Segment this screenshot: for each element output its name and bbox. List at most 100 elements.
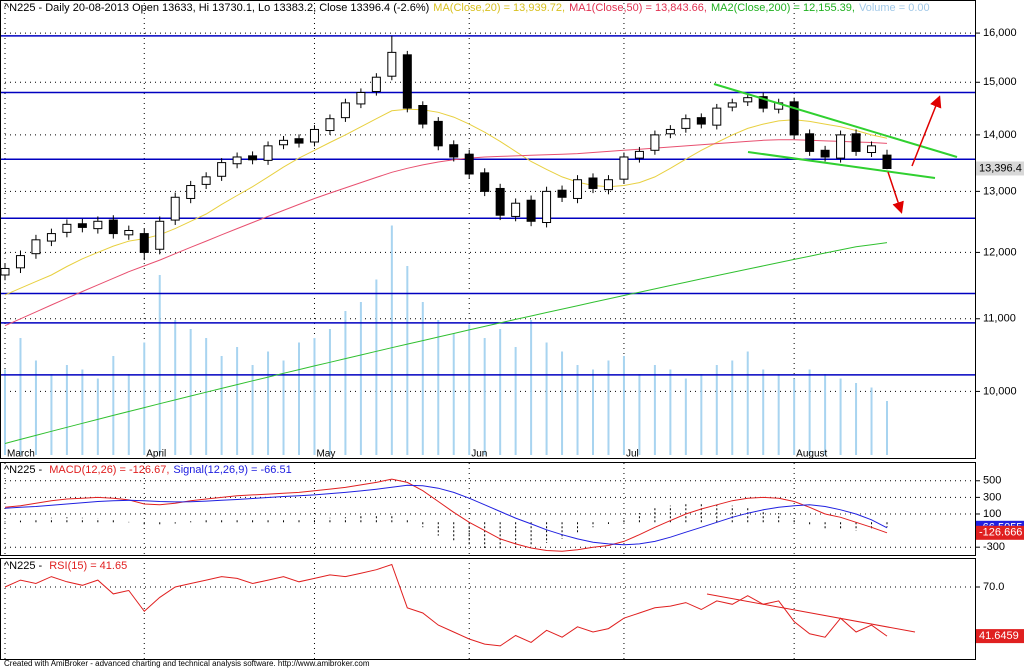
volume-bar <box>236 347 239 455</box>
volume-bar <box>452 333 455 455</box>
y-tick-label: 12,000 <box>983 246 1017 258</box>
title-part: RSI(15) = 41.65 <box>49 560 127 572</box>
y-tick-label: 14,000 <box>983 129 1017 141</box>
candle-body <box>789 101 799 136</box>
candle-body <box>402 54 412 109</box>
value-box <box>976 525 1024 540</box>
candle-body <box>619 156 629 180</box>
title-part: Volume = 0.00 <box>859 2 930 14</box>
volume-bar <box>561 351 564 455</box>
main-pane-border <box>0 0 976 459</box>
value-box-label: -126.666 <box>979 527 1022 539</box>
y-tick-label: 16,000 <box>983 27 1017 39</box>
volume-bar <box>143 342 146 455</box>
candle-body <box>0 267 10 276</box>
volume-bar <box>576 365 579 455</box>
value-box <box>976 629 1024 644</box>
candle-body <box>263 145 273 161</box>
candle-body <box>15 255 25 269</box>
title-part: MA1(Close,50) = 13,843.66, <box>569 2 707 14</box>
y-tick-label: 70.0 <box>983 581 1004 593</box>
candle-body <box>294 138 304 144</box>
volume-bar <box>390 225 393 455</box>
candle-body <box>371 76 381 92</box>
title-part: ^N225 - <box>4 464 45 476</box>
volume-bar <box>870 387 873 455</box>
candle-body <box>511 202 521 217</box>
x-tick-label: April <box>146 449 166 460</box>
candle-body <box>882 154 892 169</box>
volume-bar <box>684 378 687 455</box>
line-series <box>4 478 888 552</box>
x-tick-label: Jun <box>471 449 487 460</box>
volume-bar <box>437 320 440 455</box>
candle-body <box>805 133 815 152</box>
candle-body <box>232 156 242 165</box>
volume-bar <box>653 365 656 455</box>
candle-body <box>542 190 552 224</box>
volume-bar <box>19 338 22 455</box>
candle-body <box>433 120 443 147</box>
candle-body <box>867 145 877 154</box>
candle-body <box>495 187 505 216</box>
volume-bar <box>282 360 285 455</box>
candle-body <box>449 144 459 158</box>
candle-body <box>650 134 660 151</box>
candle-body <box>696 117 706 125</box>
volume-bar <box>267 351 270 455</box>
candle-body <box>480 172 490 192</box>
volume-bar <box>793 378 796 455</box>
volume-bar <box>746 351 749 455</box>
candle-body <box>356 92 366 105</box>
volume-bar <box>483 338 486 455</box>
candle-body <box>201 176 211 185</box>
y-tick-label: 500 <box>983 475 1001 487</box>
volume-bar <box>112 356 115 455</box>
volume-bar <box>50 374 53 455</box>
volume-bar <box>313 338 316 455</box>
candle-body <box>681 118 691 129</box>
candle-body <box>665 128 675 135</box>
volume-bar <box>81 369 84 455</box>
last-value-box <box>976 161 1024 176</box>
volume-bar <box>622 356 625 455</box>
candle-body <box>279 139 289 146</box>
arrow-down <box>887 171 904 214</box>
candle-body <box>712 107 722 126</box>
candle-body <box>248 155 258 161</box>
candle-body <box>557 189 567 198</box>
line-series <box>4 139 888 327</box>
candle-body <box>31 239 41 255</box>
volume-bar <box>375 279 378 455</box>
footer: Created with AmiBroker - advanced charti… <box>4 659 370 668</box>
x-tick-label: Jul <box>626 449 639 460</box>
volume-bar <box>298 342 300 455</box>
y-tick-label: 15,000 <box>983 76 1017 88</box>
y-tick-label: 11,000 <box>983 313 1016 325</box>
volume-bar <box>251 365 254 455</box>
x-tick-label: August <box>796 449 827 460</box>
candle-body <box>758 96 768 109</box>
pane-title: ^N225 - MACD(12,26) = -126.67, Signal(12,… <box>4 464 292 476</box>
rsi-trend-line <box>706 593 916 633</box>
volume-bar <box>468 324 471 455</box>
candle-body <box>124 229 134 236</box>
volume-bar <box>34 360 37 455</box>
volume-bar <box>855 383 858 455</box>
line-series <box>4 242 888 444</box>
candle-body <box>77 223 87 228</box>
volume-bar <box>65 365 68 455</box>
volume-bar <box>514 347 517 455</box>
candle-body <box>186 185 196 199</box>
volume-bar <box>700 374 703 455</box>
last-value-label: 13,396.4 <box>979 162 1022 174</box>
volume-bar <box>545 342 548 455</box>
volume-bar <box>638 374 641 455</box>
volume-bar <box>762 369 765 455</box>
volume-bar <box>96 378 99 455</box>
volume-bar <box>4 369 6 455</box>
volume-bar <box>328 329 331 455</box>
volume-bar <box>530 320 533 455</box>
